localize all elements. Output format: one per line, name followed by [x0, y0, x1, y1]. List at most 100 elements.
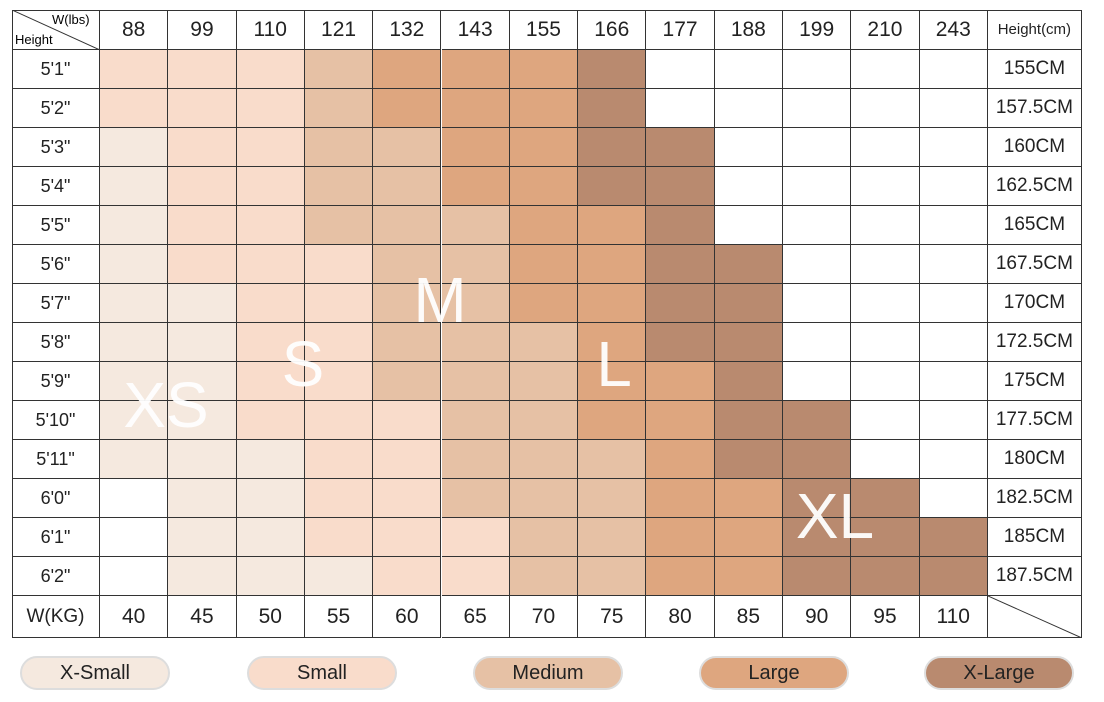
size-cell — [646, 245, 715, 284]
size-cell — [373, 518, 442, 557]
cm-label: 160CM — [987, 128, 1082, 167]
size-cell — [168, 479, 237, 518]
height-label: 5'9" — [12, 362, 100, 401]
size-cell — [783, 440, 852, 479]
size-cell — [441, 518, 510, 557]
cm-label: 180CM — [987, 440, 1082, 479]
weight-kg: 90 — [783, 596, 852, 638]
size-cell — [373, 479, 442, 518]
size-cell — [509, 362, 579, 401]
size-cell — [168, 401, 237, 440]
weight-lbs: 199 — [783, 10, 852, 50]
size-cell — [646, 479, 715, 518]
cm-label: 155CM — [987, 50, 1082, 89]
size-cell — [441, 50, 510, 89]
size-cell — [578, 323, 647, 362]
cm-label: 187.5CM — [987, 557, 1082, 596]
size-cell — [783, 479, 852, 518]
height-label: 5'6" — [12, 245, 100, 284]
size-cell — [851, 89, 920, 128]
size-cell — [100, 557, 169, 596]
height-label: 5'5" — [12, 206, 100, 245]
height-label: 5'8" — [12, 323, 100, 362]
size-cell — [783, 167, 852, 206]
size-cell — [236, 518, 305, 557]
size-cell — [509, 245, 579, 284]
size-cell — [714, 206, 783, 245]
size-cell — [304, 128, 374, 167]
weight-lbs: 132 — [373, 10, 442, 50]
size-cell — [646, 323, 715, 362]
size-cell — [783, 557, 852, 596]
zone-label: L — [596, 328, 632, 400]
height-label: 6'2" — [12, 557, 100, 596]
cm-label: 170CM — [987, 284, 1082, 323]
weight-lbs: 99 — [168, 10, 237, 50]
size-cell — [304, 518, 374, 557]
size-cell — [714, 518, 783, 557]
size-cell — [168, 167, 237, 206]
weight-lbs: 110 — [236, 10, 305, 50]
size-cell — [646, 362, 715, 401]
size-cell — [441, 284, 510, 323]
size-cell — [509, 128, 579, 167]
size-cell — [509, 89, 579, 128]
size-cell — [509, 284, 579, 323]
weight-lbs: 177 — [646, 10, 715, 50]
size-cell — [373, 128, 442, 167]
size-cell — [100, 518, 169, 557]
empty-corner — [987, 595, 1082, 638]
size-cell — [373, 206, 442, 245]
cm-label: 172.5CM — [987, 323, 1082, 362]
size-cell — [578, 50, 647, 89]
size-cell — [509, 440, 579, 479]
legend-item: X-Small — [20, 656, 170, 690]
size-cell — [714, 557, 783, 596]
weight-kg: 65 — [441, 596, 510, 638]
legend-item: X-Large — [924, 656, 1074, 690]
size-cell — [578, 518, 647, 557]
weight-kg: 70 — [509, 596, 579, 638]
size-cell — [646, 518, 715, 557]
size-cell — [851, 479, 920, 518]
size-cell — [509, 206, 579, 245]
size-cell — [919, 245, 988, 284]
weight-kg: 80 — [646, 596, 715, 638]
size-cell — [919, 167, 988, 206]
size-cell — [578, 284, 647, 323]
size-cell — [578, 89, 647, 128]
size-cell — [373, 284, 442, 323]
size-cell — [714, 89, 783, 128]
size-cell — [100, 401, 169, 440]
table-border — [12, 10, 1082, 638]
size-cell — [646, 401, 715, 440]
size-cell — [783, 401, 852, 440]
size-cell — [509, 167, 579, 206]
cm-label: 165CM — [987, 206, 1082, 245]
size-cell — [373, 167, 442, 206]
size-cell — [168, 245, 237, 284]
size-cell — [304, 206, 374, 245]
size-cell — [919, 128, 988, 167]
size-cell — [100, 50, 169, 89]
weight-kg: 45 — [168, 596, 237, 638]
size-cell — [783, 206, 852, 245]
size-cell — [236, 362, 305, 401]
size-cell — [373, 245, 442, 284]
height-label: 6'1" — [12, 518, 100, 557]
size-cell — [578, 440, 647, 479]
size-cell — [714, 284, 783, 323]
weight-kg: 85 — [714, 596, 783, 638]
size-cell — [646, 557, 715, 596]
size-cell — [304, 284, 374, 323]
size-cell — [509, 50, 579, 89]
size-cell — [851, 206, 920, 245]
weight-kg: 60 — [373, 596, 442, 638]
size-cell — [578, 245, 647, 284]
size-cell — [783, 518, 852, 557]
size-cell — [919, 557, 988, 596]
size-cell — [646, 128, 715, 167]
diagonal — [12, 10, 99, 49]
size-cell — [646, 167, 715, 206]
size-cell — [304, 89, 374, 128]
